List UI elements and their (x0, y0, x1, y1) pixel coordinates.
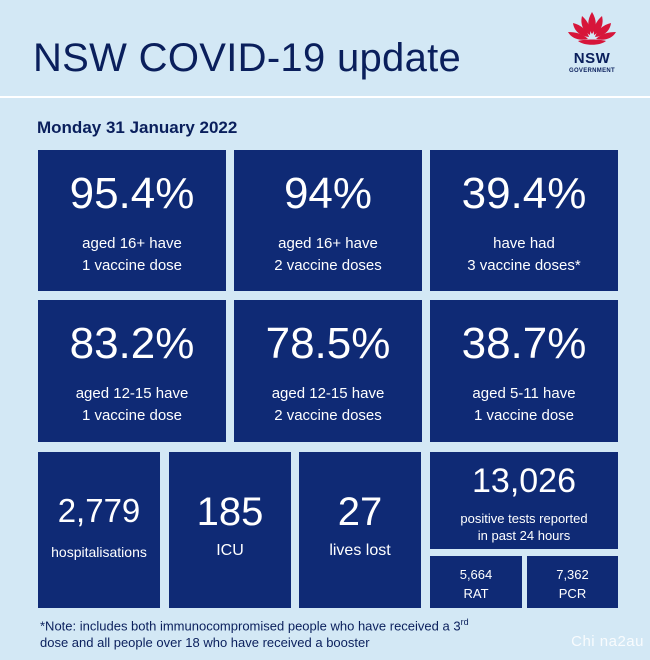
report-date: Monday 31 January 2022 (37, 118, 238, 137)
tile-value: 78.5% (265, 319, 391, 368)
tile-caption-line: 2 vaccine doses (274, 407, 382, 424)
tile-value: 13,026 (472, 462, 576, 500)
tile-caption: aged 5-11 have 1 vaccine dose (430, 383, 618, 427)
tile-12-15-first-dose: 83.2% aged 12-15 have 1 vaccine dose (38, 300, 226, 442)
tile-caption: lives lost (329, 542, 391, 559)
tile-caption-line: aged 16+ have (278, 235, 378, 252)
tile-value: 94% (283, 169, 373, 218)
tile-caption-line: aged 12-15 have (271, 385, 385, 402)
tile-value: 7,362 (556, 567, 589, 582)
tile-hospitalisations: 2,779 hospitalisations (38, 452, 160, 608)
tile-icu: 185 ICU (169, 452, 291, 608)
tile-12-15-second-dose: 78.5% aged 12-15 have 2 vaccine doses (234, 300, 422, 442)
tile-16plus-second-dose: 94% aged 16+ have 2 vaccine doses (234, 150, 422, 291)
tile-caption: aged 12-15 have 1 vaccine dose (38, 383, 226, 427)
tile-5-11-first-dose: 38.7% aged 5-11 have 1 vaccine dose (430, 300, 618, 442)
tile-lives-lost: 27 lives lost (299, 452, 421, 608)
tile-caption-line: 1 vaccine dose (81, 257, 183, 274)
tile-caption-line: 3 vaccine doses* (467, 257, 581, 274)
watermark: Chi na2au (571, 633, 644, 650)
tile-caption: RAT (463, 586, 489, 601)
tile-16plus-first-dose: 95.4% aged 16+ have 1 vaccine dose (38, 150, 226, 291)
tile-caption: PCR (558, 586, 587, 601)
tile-caption-line: in past 24 hours (477, 528, 571, 543)
tile-value: 83.2% (69, 319, 195, 368)
nsw-government-logo: NSW GOVERNMENT (560, 10, 624, 82)
tile-caption: aged 16+ have 2 vaccine doses (234, 233, 422, 277)
tile-pcr: 7,362 PCR (527, 556, 618, 608)
tile-caption-line: aged 12-15 have (75, 385, 189, 402)
footnote-text: *Note: includes both immunocompromised p… (40, 618, 461, 634)
tile-caption-line: 1 vaccine dose (81, 407, 183, 424)
footnote-line: *Note: includes both immunocompromised p… (40, 614, 600, 634)
logo-subtext: GOVERNMENT (568, 68, 615, 74)
footnote: *Note: includes both immunocompromised p… (40, 614, 600, 651)
tile-value: 185 (196, 490, 264, 534)
tile-value: 27 (337, 490, 383, 534)
tile-caption: ICU (216, 542, 244, 559)
logo-text: NSW (573, 50, 611, 67)
tile-rat: 5,664 RAT (430, 556, 522, 608)
tile-value: 38.7% (461, 319, 587, 368)
tile-value: 95.4% (69, 169, 195, 218)
tile-positive-tests: 13,026 positive tests reported in past 2… (430, 452, 618, 549)
tile-third-dose: 39.4% have had 3 vaccine doses* (430, 150, 618, 291)
tile-value: 39.4% (461, 169, 587, 218)
tile-caption: hospitalisations (51, 544, 147, 560)
footnote-superscript: rd (460, 617, 469, 627)
header: NSW COVID-19 update NSW GOVERNMENT (0, 0, 650, 98)
tile-caption: have had 3 vaccine doses* (430, 233, 618, 277)
tile-caption-line: 2 vaccine doses (274, 257, 382, 274)
tile-caption-line: have had (493, 235, 555, 252)
tile-caption: aged 16+ have 1 vaccine dose (38, 233, 226, 277)
tile-value: 5,664 (459, 567, 493, 582)
tile-value: 2,779 (57, 492, 141, 529)
page-title: NSW COVID-19 update (33, 36, 462, 80)
tile-caption-line: aged 5-11 have (472, 385, 576, 402)
waratah-flower-icon (568, 12, 616, 45)
tile-caption: positive tests reported in past 24 hours (430, 510, 618, 544)
tile-caption: aged 12-15 have 2 vaccine doses (234, 383, 422, 427)
tile-caption-line: positive tests reported (460, 511, 588, 526)
tile-caption-line: 1 vaccine dose (473, 407, 575, 424)
footnote-line: dose and all people over 18 who have rec… (40, 635, 370, 651)
tile-caption-line: aged 16+ have (82, 235, 182, 252)
